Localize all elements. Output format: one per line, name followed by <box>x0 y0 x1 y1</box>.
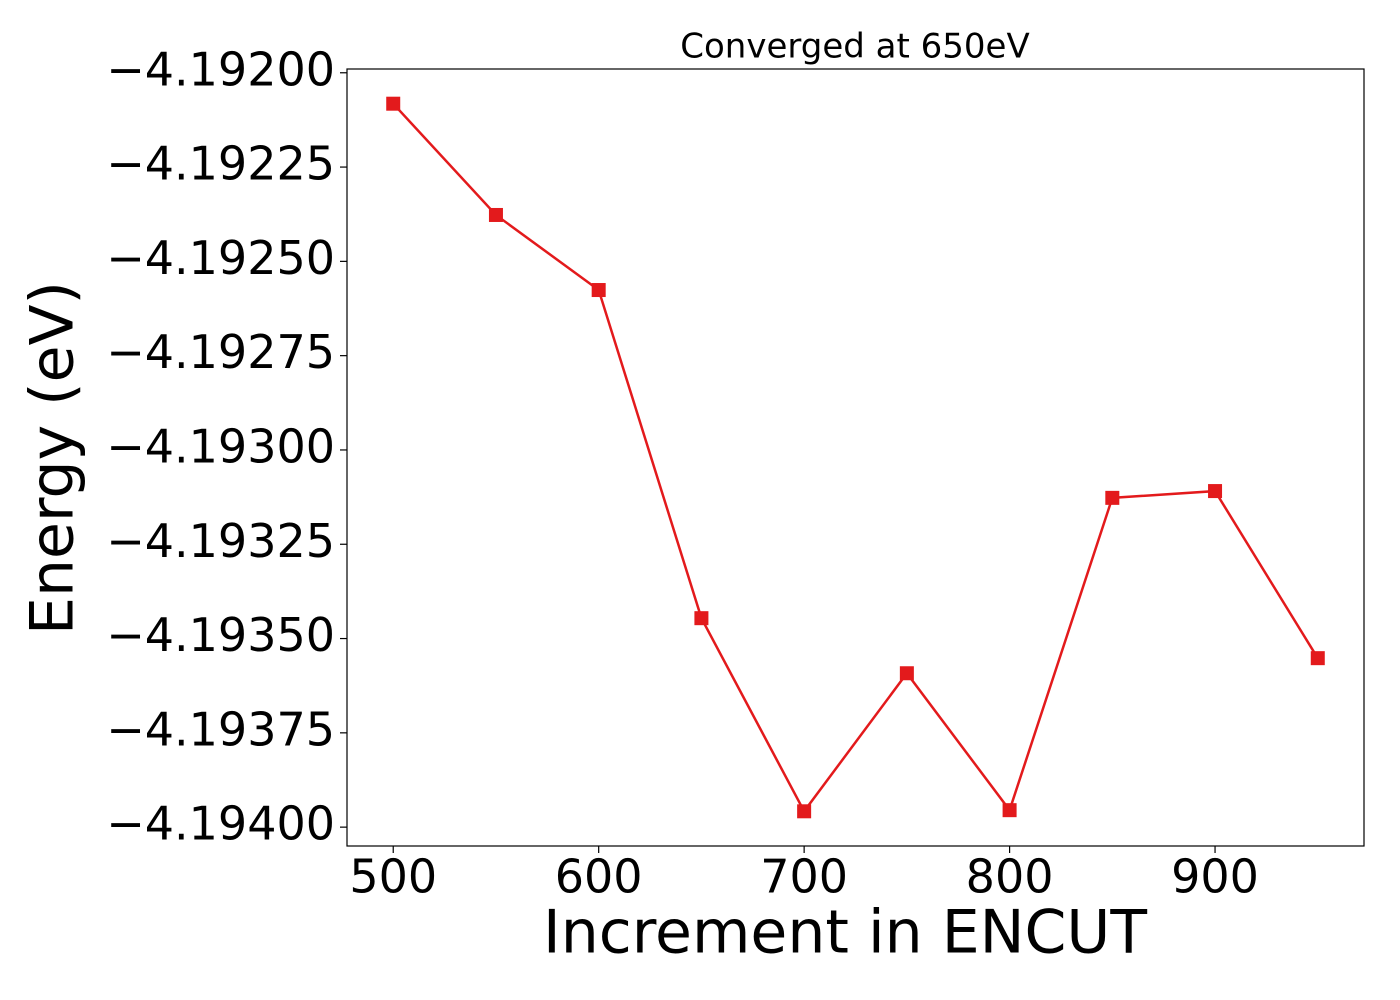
x-tick-label: 500 <box>349 850 437 904</box>
data-point <box>1208 484 1223 499</box>
plot-frame <box>346 68 1365 847</box>
data-line <box>392 102 1319 814</box>
x-tick-label: 600 <box>555 850 643 904</box>
y-tick-label: −4.19275 <box>106 325 335 379</box>
chart-title: Converged at 650eV <box>680 27 1029 67</box>
x-axis-label: Increment in ENCUT <box>543 898 1147 968</box>
x-tick-label: 800 <box>966 850 1054 904</box>
y-tick-label: −4.19375 <box>106 702 335 756</box>
x-tick-label: 700 <box>760 850 848 904</box>
data-point <box>386 96 401 111</box>
y-tick-label: −4.19325 <box>106 514 335 568</box>
data-point <box>591 283 606 298</box>
data-point <box>1002 803 1017 818</box>
data-point <box>899 666 914 681</box>
data-point <box>797 804 812 819</box>
y-tick-label: −4.19250 <box>106 231 335 285</box>
data-point <box>1105 490 1120 505</box>
data-point <box>1310 651 1325 666</box>
y-tick-label: −4.19350 <box>106 608 335 662</box>
y-tick-label: −4.19200 <box>106 42 335 96</box>
data-point <box>694 611 709 626</box>
data-point <box>488 207 503 222</box>
y-axis-label: Energy (eV) <box>18 281 88 635</box>
y-tick-label: −4.19225 <box>106 137 335 191</box>
x-tick-label: 900 <box>1171 850 1259 904</box>
y-tick-label: −4.19300 <box>106 419 335 473</box>
y-tick-label: −4.19400 <box>106 797 335 851</box>
